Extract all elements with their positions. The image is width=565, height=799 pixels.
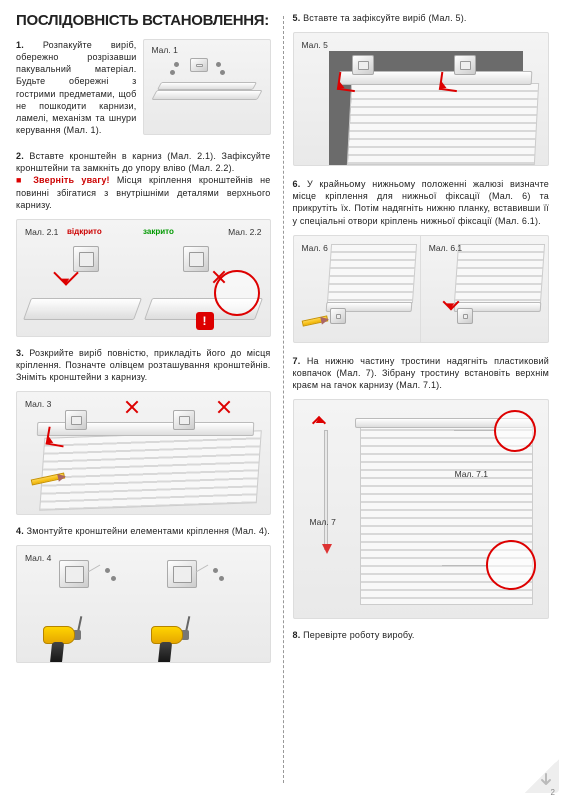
step-8-body: Перевірте роботу виробу. <box>303 630 414 640</box>
step-3-body: Розкрийте виріб повністю, прикладіть йог… <box>16 348 271 382</box>
step-6-body: У крайньому нижньому положенні жалюзі ви… <box>293 179 550 225</box>
step-1-body: Розпакуйте виріб, обережно розрізавши па… <box>16 40 137 135</box>
drill-icon <box>151 616 195 663</box>
step-5: 5. Вставте та зафіксуйте виріб (Мал. 5). <box>293 12 550 24</box>
drill-icon <box>43 616 87 663</box>
figure-6-label: Мал. 6 <box>300 242 330 254</box>
step-1: 1. Розпакуйте виріб, обережно розрізавши… <box>16 39 271 136</box>
figure-5: Мал. 5 <box>293 32 550 166</box>
figure-6-1: Мал. 6.1 <box>421 236 548 342</box>
figure-3: Мал. 3 <box>16 391 271 515</box>
right-column: 5. Вставте та зафіксуйте виріб (Мал. 5).… <box>283 0 565 799</box>
step-2-num: 2. <box>16 151 24 161</box>
step-4-text: 4. Змонтуйте кронштейни елементами кріпл… <box>16 525 271 537</box>
wand-icon <box>324 430 328 550</box>
page-number: 2 <box>551 788 555 797</box>
figure-3-label: Мал. 3 <box>23 398 53 410</box>
step-2-body: Вставте кронштейн в карниз (Мал. 2.1). З… <box>16 151 271 173</box>
step-6-text: 6. У крайньому нижньому положенні жалюзі… <box>293 178 550 227</box>
step-6: 6. У крайньому нижньому положенні жалюзі… <box>293 178 550 227</box>
figure-1: Мал. 1 <box>143 39 271 135</box>
step-1-text: 1. Розпакуйте виріб, обережно розрізавши… <box>16 39 137 136</box>
column-divider <box>283 16 284 783</box>
warning-icon: ! <box>196 312 214 330</box>
step-7-body: На нижню частину тростини надягніть плас… <box>293 356 550 390</box>
step-4-body: Змонтуйте кронштейни елементами кріпленн… <box>27 526 270 536</box>
figure-4-label: Мал. 4 <box>23 552 53 564</box>
step-3-text: 3. Розкрийте виріб повністю, прикладіть … <box>16 347 271 383</box>
figure-71-label: Мал. 7.1 <box>453 468 490 480</box>
step-5-body: Вставте та зафіксуйте виріб (Мал. 5). <box>303 13 467 23</box>
step-7-text: 7. На нижню частину тростини надягніть п… <box>293 355 550 391</box>
step-7: 7. На нижню частину тростини надягніть п… <box>293 355 550 391</box>
figure-6-group: Мал. 6 Мал. 6.1 <box>293 235 550 343</box>
step-8: 8. Перевірте роботу виробу. <box>293 629 550 641</box>
figure-7-label: Мал. 7 <box>308 516 338 528</box>
step-3-num: 3. <box>16 348 24 358</box>
left-column: ПОСЛІДОВНІСТЬ ВСТАНОВЛЕННЯ: 1. Розпакуйт… <box>0 0 283 799</box>
figure-5-label: Мал. 5 <box>300 39 330 51</box>
step-1-num: 1. <box>16 40 24 50</box>
step-5-num: 5. <box>293 13 301 23</box>
step-8-text: 8. Перевірте роботу виробу. <box>293 629 550 641</box>
step-2-text: 2. Вставте кронштейн в карниз (Мал. 2.1)… <box>16 150 271 174</box>
figure-22-label: Мал. 2.2 <box>226 226 263 238</box>
step-8-num: 8. <box>293 630 301 640</box>
figure-7: Мал. 7 Мал. 7.1 <box>293 399 550 619</box>
figure-4: Мал. 4 <box>16 545 271 663</box>
step-6-num: 6. <box>293 179 301 189</box>
figure-1-label: Мал. 1 <box>150 44 180 56</box>
step-5-text: 5. Вставте та зафіксуйте виріб (Мал. 5). <box>293 12 550 24</box>
step-2-warn-label: Зверніть увагу! <box>33 175 110 185</box>
page-title: ПОСЛІДОВНІСТЬ ВСТАНОВЛЕННЯ: <box>16 12 271 29</box>
label-closed: закрито <box>141 226 176 237</box>
figure-21-label: Мал. 2.1 <box>23 226 60 238</box>
figure-2: Мал. 2.1 відкрито закрито Мал. 2.2 ! <box>16 219 271 337</box>
figure-61-label: Мал. 6.1 <box>427 242 464 254</box>
step-3: 3. Розкрийте виріб повністю, прикладіть … <box>16 347 271 383</box>
step-4-num: 4. <box>16 526 24 536</box>
figure-6: Мал. 6 <box>294 236 421 342</box>
step-4: 4. Змонтуйте кронштейни елементами кріпл… <box>16 525 271 537</box>
label-open: відкрито <box>65 226 104 237</box>
step-2: 2. Вставте кронштейн в карниз (Мал. 2.1)… <box>16 150 271 211</box>
step-7-num: 7. <box>293 356 301 366</box>
step-2-warning: ■ Зверніть увагу! Місця кріплення кроншт… <box>16 174 271 210</box>
